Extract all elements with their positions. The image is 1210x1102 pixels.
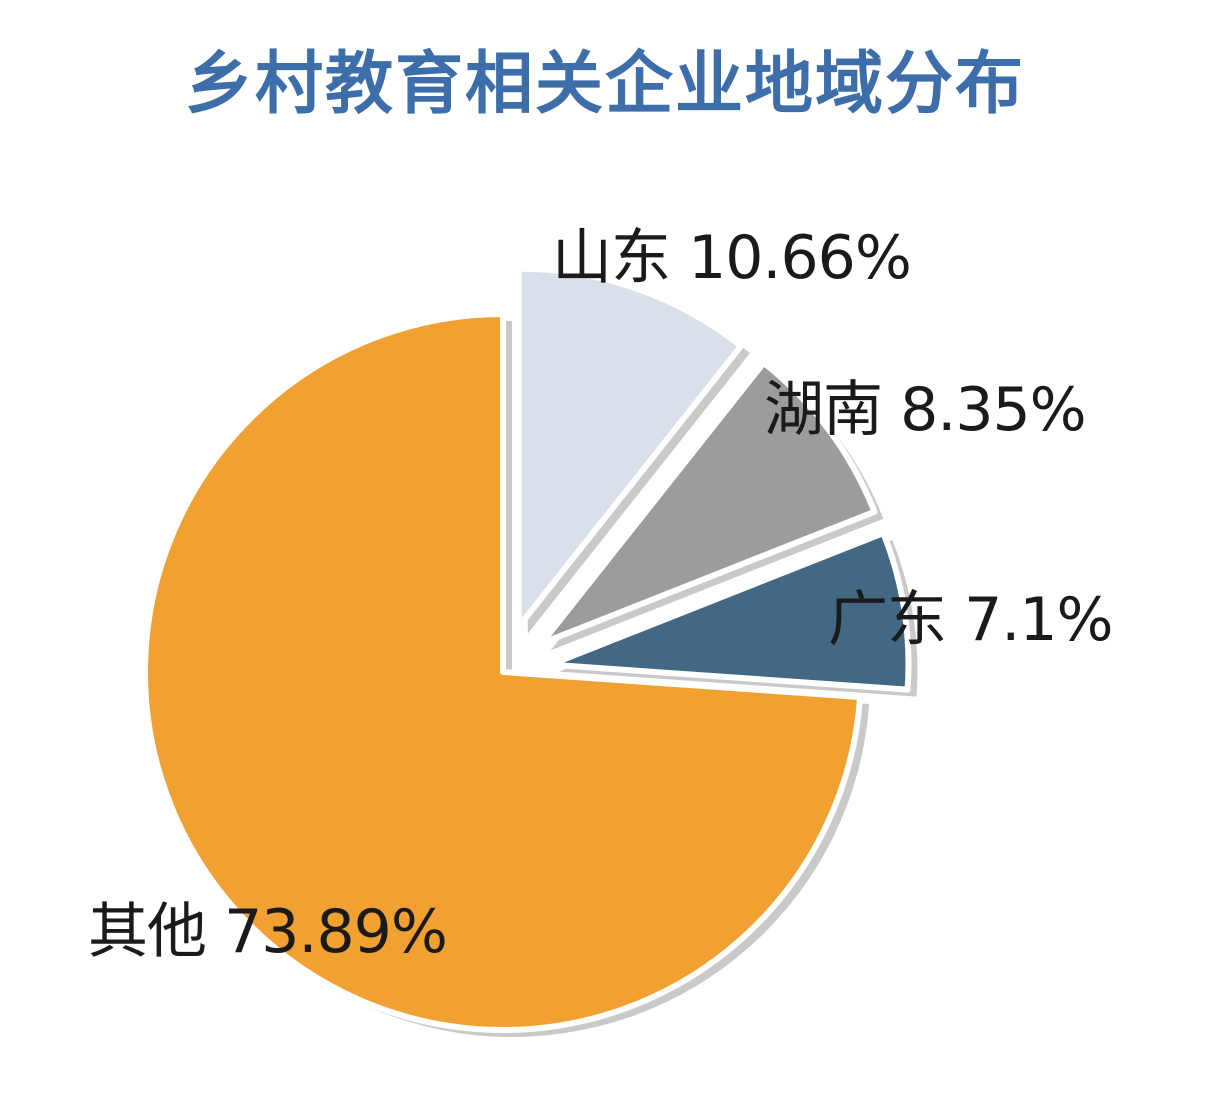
pie-slice-广东 — [547, 530, 912, 693]
slice-label-其他: 其他 73.89% — [88, 897, 447, 967]
chart-title: 乡村教育相关企业地域分布 — [184, 45, 1025, 124]
pie-slice-其他 — [142, 311, 864, 1033]
slice-label-广东: 广东 7.1% — [828, 585, 1113, 655]
pie-slice-山东 — [515, 265, 745, 630]
pie-slice-湖南 — [538, 359, 878, 647]
slice-label-山东: 山东 10.66% — [552, 223, 911, 293]
slice-label-湖南: 湖南 8.35% — [764, 375, 1086, 445]
